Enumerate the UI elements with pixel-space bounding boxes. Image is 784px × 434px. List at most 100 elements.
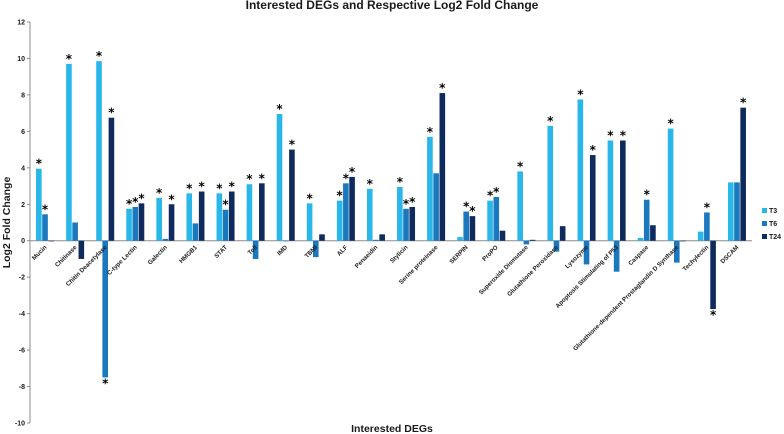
bar-t3 xyxy=(186,193,193,241)
bar-t24 xyxy=(138,203,145,241)
bar-t6 xyxy=(42,214,48,241)
plot-area: -10-8-6-4-2024681012**Mucin*Chitinase***… xyxy=(15,20,752,428)
significance-star: * xyxy=(186,181,193,195)
significance-star: * xyxy=(517,159,524,173)
significance-star: * xyxy=(403,197,410,211)
significance-star: * xyxy=(156,186,163,200)
bar-t24 xyxy=(379,234,385,241)
x-category-label: Glutathione Peroxidase xyxy=(506,244,560,298)
bar-t6 xyxy=(463,211,470,241)
bar-t24 xyxy=(559,226,566,241)
significance-star: * xyxy=(168,192,175,206)
significance-star: * xyxy=(337,189,344,203)
significance-star: * xyxy=(66,52,73,66)
significance-star: * xyxy=(439,81,446,95)
bar-t24 xyxy=(499,230,506,241)
significance-star: * xyxy=(667,117,674,131)
bar-t3 xyxy=(96,61,102,241)
bar-t3 xyxy=(517,171,523,241)
y-tick-label: -6 xyxy=(19,348,25,355)
x-category-label: STAT xyxy=(213,244,229,260)
bar-t24 xyxy=(228,191,235,241)
bar-t3 xyxy=(66,63,72,241)
significance-star: * xyxy=(710,308,717,322)
bar-t6 xyxy=(613,240,620,272)
significance-star: * xyxy=(42,202,49,216)
bar-t3 xyxy=(697,231,704,241)
bar-t6 xyxy=(222,209,229,241)
bar-t3 xyxy=(547,125,554,241)
significance-star: * xyxy=(397,175,404,189)
bar-t6 xyxy=(102,240,109,378)
bar-t3 xyxy=(577,99,584,241)
bar-t6 xyxy=(162,238,169,241)
y-tick-label: -10 xyxy=(15,421,25,428)
significance-star: * xyxy=(108,106,115,120)
x-category-label: ProPO xyxy=(481,244,500,263)
y-tick-label: 4 xyxy=(21,165,25,172)
significance-star: * xyxy=(132,195,139,209)
legend-swatch-t24 xyxy=(762,234,767,239)
bar-t24 xyxy=(168,204,175,241)
bar-t6 xyxy=(312,240,319,258)
significance-star: * xyxy=(704,200,711,214)
bar-t3 xyxy=(366,188,373,241)
significance-star: * xyxy=(409,195,416,209)
bar-t24 xyxy=(409,207,416,241)
bar-t24 xyxy=(439,93,446,241)
legend: T3 T6 T24 xyxy=(762,208,781,241)
bar-t6 xyxy=(583,240,590,265)
y-tick-label: 12 xyxy=(17,20,25,27)
y-axis-title: Log2 Fold Change xyxy=(1,177,13,269)
bar-t3 xyxy=(276,114,283,241)
bar-t3 xyxy=(156,197,162,241)
y-tick-label: 6 xyxy=(21,129,25,136)
significance-star: * xyxy=(487,189,494,203)
legend-swatch-t3 xyxy=(762,208,767,213)
x-axis-title: Interested DEGs xyxy=(351,423,433,434)
bar-t24 xyxy=(349,176,355,241)
bar-t24 xyxy=(680,240,686,242)
y-tick-label: 8 xyxy=(21,92,25,99)
bar-t24 xyxy=(289,149,295,241)
bar-t6 xyxy=(282,240,289,242)
bar-t24 xyxy=(259,183,265,241)
x-category-label: Caspase xyxy=(627,244,650,267)
significance-star: * xyxy=(493,185,500,199)
significance-star: * xyxy=(367,177,374,191)
significance-star: * xyxy=(96,49,103,63)
x-category-label: C-type Lectin xyxy=(106,244,139,277)
bar-t3 xyxy=(216,193,223,241)
bar-t24 xyxy=(589,155,596,241)
bar-t3 xyxy=(457,237,463,241)
bar-t6 xyxy=(373,239,379,241)
x-category-label: IMD xyxy=(276,244,289,257)
y-tick-label: -8 xyxy=(19,384,25,391)
bar-t3 xyxy=(397,186,403,241)
bar-t6 xyxy=(493,196,500,241)
x-category-label: Galectin xyxy=(147,244,169,266)
significance-star: * xyxy=(644,188,651,202)
significance-star: * xyxy=(36,157,43,171)
y-tick-label: 2 xyxy=(21,202,25,209)
y-tick-label: -2 xyxy=(19,275,25,282)
bar-t24 xyxy=(469,216,476,241)
significance-star: * xyxy=(306,191,313,205)
significance-star: * xyxy=(590,143,597,157)
bar-t3 xyxy=(637,237,644,241)
x-category-label: Superoxide Dismutase xyxy=(478,244,531,297)
bar-t6 xyxy=(433,173,439,241)
bar-t6 xyxy=(704,212,710,241)
y-tick-label: 10 xyxy=(17,56,25,63)
significance-star: * xyxy=(427,125,434,139)
bar-t6 xyxy=(523,240,530,245)
bar-t6 xyxy=(192,223,199,241)
chart-title: Interested DEGs and Respective Log2 Fold… xyxy=(246,0,539,12)
bar-t6 xyxy=(553,240,560,252)
bar-t6 xyxy=(252,240,259,259)
bar-t24 xyxy=(198,191,205,241)
significance-star: * xyxy=(547,114,554,128)
x-category-label: HMGB1 xyxy=(178,244,199,265)
bar-t6 xyxy=(734,182,740,241)
